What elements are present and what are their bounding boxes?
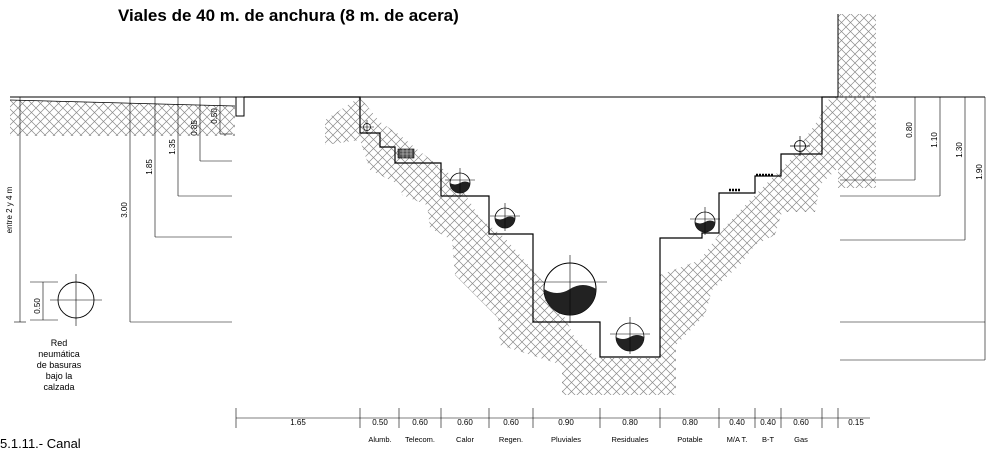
left-dimension-label: 0.85 [190, 120, 199, 136]
heating-pipe-icon [445, 168, 475, 196]
right-dimension-label: 1.30 [955, 142, 964, 158]
diagram-title: Viales de 40 m. de anchura (8 m. de acer… [118, 6, 459, 25]
service-label: Potable [677, 435, 702, 444]
regen-pipe-icon [490, 203, 520, 231]
building-wall [838, 14, 876, 188]
width-label: 0.80 [682, 418, 698, 427]
left-dimension-label: 0.50 [210, 108, 219, 124]
telecom-duct-icon [397, 148, 415, 159]
note-line: Red [50, 338, 68, 348]
curb [235, 96, 245, 117]
road-surface-layer [10, 100, 235, 136]
lighting-conduit-icon [360, 120, 374, 134]
width-label: 0.90 [558, 418, 574, 427]
width-label: 0.50 [372, 418, 388, 427]
width-label: 0.15 [848, 418, 864, 427]
width-label: 0.40 [760, 418, 776, 427]
trench-backfill [325, 97, 838, 395]
note-line: de basuras [36, 360, 82, 370]
right-dimension-label: 1.90 [975, 164, 984, 180]
service-label: Telecom. [405, 435, 435, 444]
service-label: B-T [762, 435, 775, 444]
waste-network-pipe-icon: 0.50 [30, 274, 102, 326]
width-label: 0.60 [503, 418, 519, 427]
left-dimension-label: 1.35 [168, 139, 177, 155]
service-label: Pluviales [551, 435, 581, 444]
note-line: bajo la [45, 371, 73, 381]
width-label: 0.80 [622, 418, 638, 427]
figure-caption: 5.1.11.- Canal [0, 436, 81, 451]
width-label: 0.40 [729, 418, 745, 427]
service-label: M/A T. [727, 435, 748, 444]
service-label: Residuales [611, 435, 648, 444]
gas-pipe-icon [790, 136, 810, 156]
waste-network-note: Red neumática de basuras bajo la calzada [14, 338, 104, 393]
wastewater-pipe-icon [610, 317, 650, 354]
width-label: 0.60 [412, 418, 428, 427]
service-label: Calor [456, 435, 474, 444]
note-line: neumática [38, 349, 80, 359]
right-dimension-label: 0.80 [905, 122, 914, 138]
width-label: 1.65 [290, 418, 306, 427]
potable-water-pipe-icon [690, 207, 720, 235]
service-label: Alumb. [368, 435, 391, 444]
service-label: Regen. [499, 435, 523, 444]
note-dimension: 0.50 [33, 298, 42, 314]
left-dimension-label: 3.00 [120, 202, 129, 218]
width-label: 0.60 [793, 418, 809, 427]
bottom-dimension-chain [235, 408, 870, 428]
range-label: entre 2 y 4 m [5, 186, 14, 233]
left-dimension-label: 1.85 [145, 159, 154, 175]
road-edge-line [9, 99, 236, 107]
right-dimensions [840, 97, 986, 361]
left-dimensions [14, 96, 232, 323]
note-line: calzada [43, 382, 75, 392]
service-label: Gas [794, 435, 808, 444]
width-label: 0.60 [457, 418, 473, 427]
right-dimension-label: 1.10 [930, 132, 939, 148]
stormwater-pipe-icon [535, 255, 607, 323]
